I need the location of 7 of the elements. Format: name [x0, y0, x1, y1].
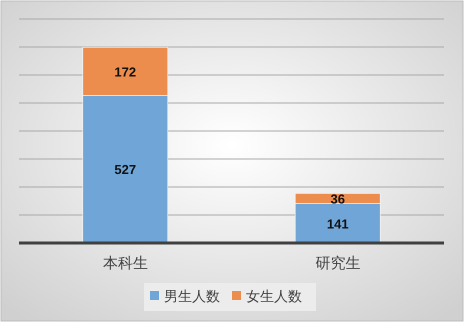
legend-label: 女生人数 — [246, 289, 302, 305]
data-label: 36 — [330, 191, 345, 206]
data-label: 527 — [114, 162, 136, 178]
data-label: 172 — [114, 64, 136, 80]
x-tick-label: 本科生 — [102, 254, 148, 272]
data-label: 141 — [326, 216, 349, 232]
x-tick-label: 研究生 — [315, 254, 360, 272]
